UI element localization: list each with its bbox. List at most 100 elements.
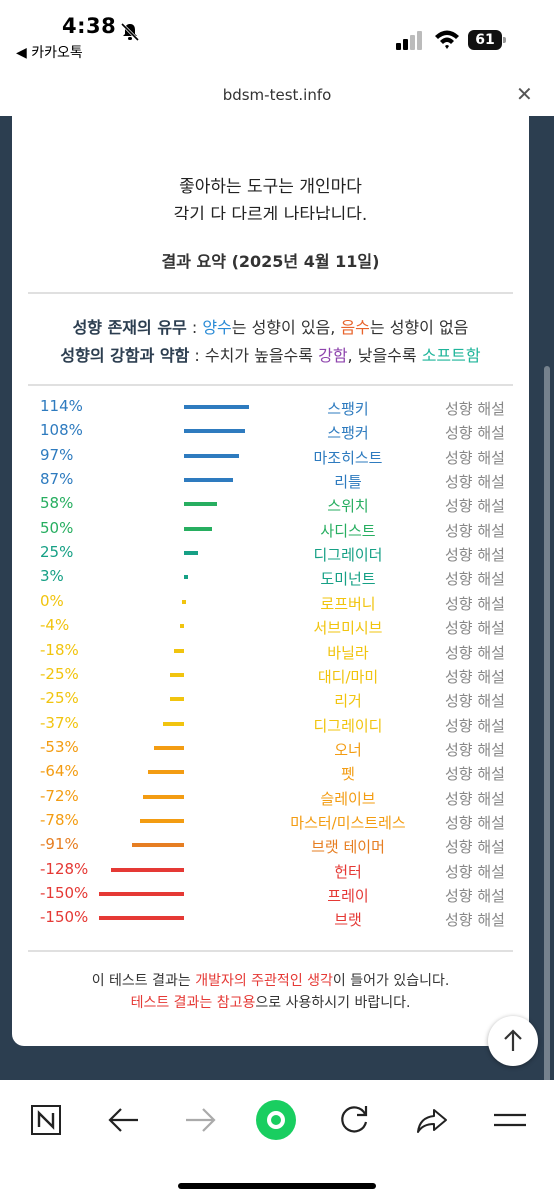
interpretation-link[interactable]: 성향 해설 <box>445 911 505 930</box>
result-name-link[interactable]: 헌터 <box>334 862 362 881</box>
result-bar <box>163 721 184 726</box>
result-bar <box>184 502 217 507</box>
result-percent: 50% <box>40 518 74 537</box>
url-text[interactable]: bdsm-test.info <box>222 86 332 104</box>
result-name-link[interactable]: 서브미시브 <box>313 619 383 638</box>
browser-address-bar[interactable]: bdsm-test.info ✕ <box>0 70 554 116</box>
menu-icon[interactable] <box>488 1098 532 1142</box>
legend-strong: 강함 <box>318 346 348 365</box>
result-name-link[interactable]: 디그레이더 <box>313 546 383 565</box>
result-percent: -72% <box>40 786 79 805</box>
summary-title: 결과 요약 (2025년 4월 11일) <box>161 252 380 271</box>
result-name-link[interactable]: 스위치 <box>327 497 369 516</box>
scrollbar[interactable] <box>544 366 550 1080</box>
result-percent: -128% <box>40 859 89 878</box>
result-name-link[interactable]: 스팽키 <box>327 400 369 418</box>
interpretation-link[interactable]: 성향 해설 <box>445 692 505 711</box>
result-name-link[interactable]: 브랫 테이머 <box>311 838 385 857</box>
result-percent: 3% <box>40 567 64 586</box>
result-percent: -64% <box>40 762 79 781</box>
result-percent: -25% <box>40 664 79 683</box>
result-name-link[interactable]: 브랫 <box>334 911 362 930</box>
result-name-link[interactable]: 스팽커 <box>327 424 369 443</box>
result-row: -91% 브랫 테이머 성향 해설 <box>12 833 529 857</box>
interpretation-link[interactable]: 성향 해설 <box>445 740 505 759</box>
result-bar <box>184 405 249 409</box>
result-name-link[interactable]: 대디/마미 <box>317 667 379 686</box>
result-bar <box>143 794 184 799</box>
result-name-link[interactable]: 프레이 <box>327 887 369 905</box>
result-row: -4% 서브미시브 성향 해설 <box>12 614 529 638</box>
interpretation-link[interactable]: 성향 해설 <box>445 716 505 735</box>
interpretation-link[interactable]: 성향 해설 <box>445 619 505 638</box>
result-row: -150% 프레이 성향 해설 <box>12 882 529 906</box>
result-name-link[interactable]: 펫 <box>341 765 355 784</box>
divider-middle <box>28 384 513 386</box>
interpretation-link[interactable]: 성향 해설 <box>445 813 505 832</box>
result-name-link[interactable]: 바닐라 <box>327 643 369 662</box>
interpretation-link[interactable]: 성향 해설 <box>445 594 505 613</box>
result-name-link[interactable]: 로프버니 <box>320 594 376 613</box>
share-icon[interactable] <box>410 1098 454 1142</box>
interpretation-link[interactable]: 성향 해설 <box>445 448 505 467</box>
interpretation-link[interactable]: 성향 해설 <box>445 667 505 686</box>
result-bar <box>169 672 184 677</box>
back-arrow-icon[interactable] <box>102 1098 146 1142</box>
result-name-link[interactable]: 사디스트 <box>320 521 376 540</box>
result-row: -72% 슬레이브 성향 해설 <box>12 785 529 809</box>
result-name-link[interactable]: 마조히스트 <box>313 448 383 467</box>
interpretation-link[interactable]: 성향 해설 <box>445 497 505 516</box>
interpretation-link[interactable]: 성향 해설 <box>445 400 505 418</box>
interpretation-link[interactable]: 성향 해설 <box>445 521 505 540</box>
page-content: 좋아하는 도구는 개인마다 각기 다 다르게 나타납니다. 결과 요약 (202… <box>0 116 554 1080</box>
result-percent: 58% <box>40 494 74 513</box>
legend-presence-label: 성향 존재의 유무 <box>72 318 187 337</box>
result-bar <box>184 551 199 556</box>
home-green-icon[interactable] <box>254 1098 298 1142</box>
result-percent: -53% <box>40 737 79 756</box>
interpretation-link[interactable]: 성향 해설 <box>445 838 505 857</box>
result-name-link[interactable]: 오너 <box>334 740 362 759</box>
refresh-icon[interactable] <box>332 1098 376 1142</box>
result-row: 87% 리틀 성향 해설 <box>12 468 529 492</box>
result-row: 3% 도미넌트 성향 해설 <box>12 565 529 589</box>
result-row: -78% 마스터/미스트레스 성향 해설 <box>12 809 529 833</box>
result-bar <box>132 843 184 848</box>
interpretation-link[interactable]: 성향 해설 <box>445 570 505 589</box>
result-name-link[interactable]: 마스터/미스트레스 <box>290 813 406 832</box>
result-name-link[interactable]: 도미넌트 <box>320 570 376 589</box>
result-name-link[interactable]: 슬레이브 <box>320 789 376 808</box>
interpretation-link[interactable]: 성향 해설 <box>445 862 505 881</box>
legend-negative-text: 는 성향이 없음 <box>369 318 469 337</box>
home-indicator <box>178 1183 376 1189</box>
battery-icon: 61 <box>468 30 508 50</box>
result-percent: -37% <box>40 713 79 732</box>
arrow-up-icon <box>504 1029 522 1051</box>
close-icon[interactable]: ✕ <box>516 82 533 106</box>
forward-arrow-icon[interactable] <box>178 1098 222 1142</box>
naver-n-icon[interactable] <box>24 1098 68 1142</box>
result-name-link[interactable]: 리틀 <box>334 473 362 492</box>
legend-presence: 성향 존재의 유무 : 양수는 성향이 있음, 음수는 성향이 없음 <box>12 314 529 338</box>
back-to-app-link[interactable]: ◀ 카카오톡 <box>16 45 83 61</box>
scroll-to-top-button[interactable] <box>488 1016 538 1066</box>
legend-soft: 소프트함 <box>421 346 481 365</box>
interpretation-link[interactable]: 성향 해설 <box>445 473 505 492</box>
footnote-2b: 으로 사용하시기 바랍니다. <box>255 995 411 1011</box>
result-row: -53% 오너 성향 해설 <box>12 736 529 760</box>
result-name-link[interactable]: 디그레이디 <box>313 716 383 735</box>
result-row: 97% 마조히스트 성향 해설 <box>12 444 529 468</box>
interpretation-link[interactable]: 성향 해설 <box>445 765 505 784</box>
result-name-link[interactable]: 리거 <box>334 692 362 711</box>
interpretation-link[interactable]: 성향 해설 <box>445 424 505 443</box>
interpretation-link[interactable]: 성향 해설 <box>445 887 505 905</box>
interpretation-link[interactable]: 성향 해설 <box>445 643 505 662</box>
result-row: -25% 리거 성향 해설 <box>12 687 529 711</box>
footnote-1c: 이 들어가 있습니다. <box>332 973 450 989</box>
result-percent: -91% <box>40 835 79 854</box>
result-row: 58% 스위치 성향 해설 <box>12 492 529 516</box>
result-bar <box>147 770 184 775</box>
footnote-line-1: 이 테스트 결과는 개발자의 주관적인 생각이 들어가 있습니다. <box>12 970 529 990</box>
interpretation-link[interactable]: 성향 해설 <box>445 546 505 565</box>
interpretation-link[interactable]: 성향 해설 <box>445 789 505 808</box>
